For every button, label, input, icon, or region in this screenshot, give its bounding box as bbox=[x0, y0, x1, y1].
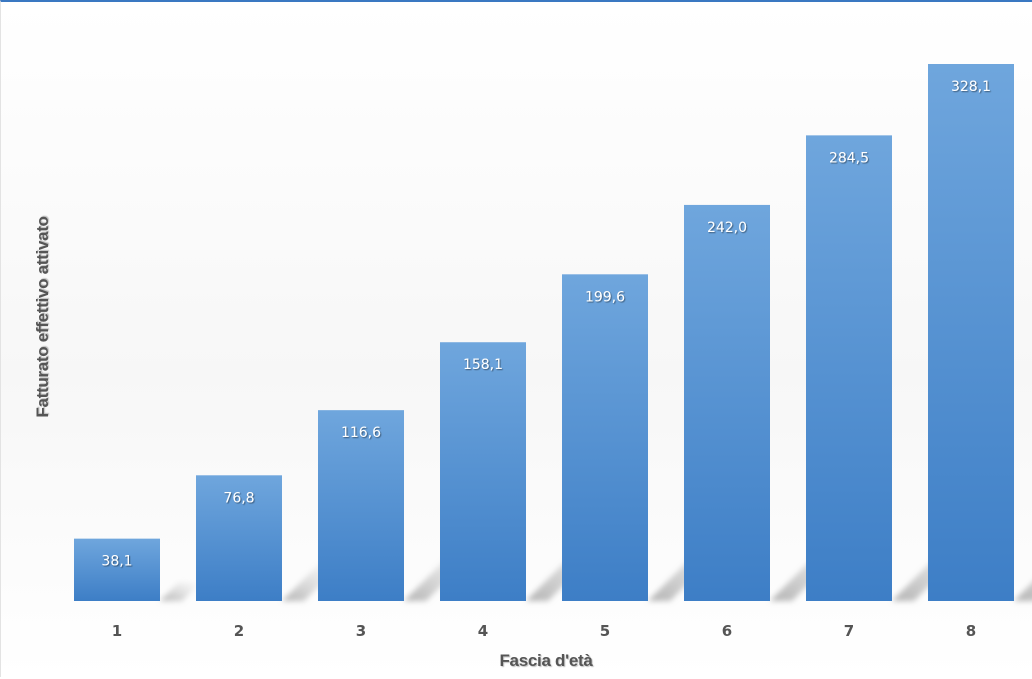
data-label: 38,1 bbox=[101, 554, 132, 570]
data-label: 199,6 bbox=[585, 289, 625, 305]
bar-shadow bbox=[160, 582, 201, 601]
bar-6 bbox=[684, 204, 770, 601]
bars-group bbox=[74, 64, 1014, 601]
bar-1 bbox=[74, 538, 160, 601]
x-tick-labels-group: 1 2 3 4 5 6 7 8 bbox=[112, 622, 976, 640]
x-tick-label: 1 bbox=[112, 622, 122, 640]
x-tick-label: 5 bbox=[600, 622, 610, 640]
data-label: 76,8 bbox=[223, 490, 254, 506]
bar-2 bbox=[196, 475, 282, 601]
data-label: 158,1 bbox=[463, 357, 503, 373]
x-tick-label: 4 bbox=[478, 622, 488, 640]
data-label: 284,5 bbox=[829, 150, 869, 166]
x-tick-label: 8 bbox=[966, 622, 976, 640]
x-tick-label: 3 bbox=[356, 622, 366, 640]
x-tick-label: 2 bbox=[234, 622, 244, 640]
bar-4 bbox=[440, 342, 526, 601]
value-labels-group: 38,1 76,8 116,6 158,1 199,6 242,0 284,5 328,1 bbox=[101, 79, 991, 570]
data-label: 116,6 bbox=[341, 425, 381, 441]
data-label: 242,0 bbox=[707, 220, 747, 236]
bar-3 bbox=[318, 410, 404, 601]
data-label: 328,1 bbox=[951, 79, 991, 95]
x-tick-label: 7 bbox=[844, 622, 854, 640]
bar-5 bbox=[562, 274, 648, 601]
bar-shadow bbox=[1014, 583, 1032, 601]
bar-8 bbox=[928, 64, 1014, 601]
y-axis-label: Fatturato effettivo attivato bbox=[33, 216, 52, 418]
bar-7 bbox=[806, 135, 892, 601]
x-tick-label: 6 bbox=[722, 622, 732, 640]
x-axis-label: Fascia d'età bbox=[499, 651, 593, 670]
